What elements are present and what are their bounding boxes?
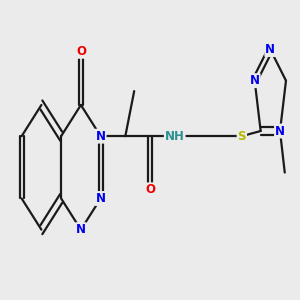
- Text: N: N: [265, 43, 275, 56]
- Text: N: N: [250, 74, 260, 87]
- Text: NH: NH: [165, 130, 185, 142]
- Text: O: O: [76, 45, 86, 58]
- Text: N: N: [96, 192, 106, 205]
- Text: O: O: [145, 183, 155, 196]
- Text: N: N: [76, 223, 86, 236]
- Text: N: N: [275, 124, 285, 137]
- Text: N: N: [96, 130, 106, 142]
- Text: S: S: [238, 130, 246, 142]
